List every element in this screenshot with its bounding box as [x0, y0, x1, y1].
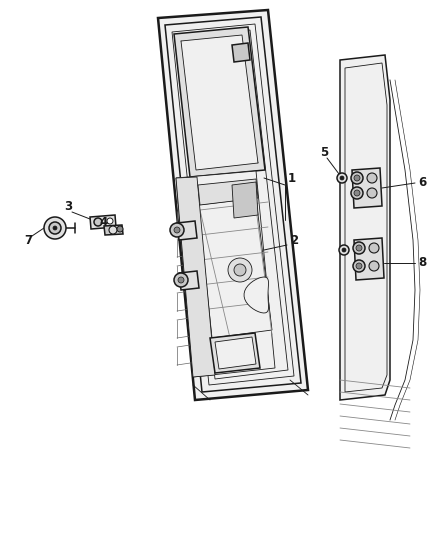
- Circle shape: [94, 218, 102, 226]
- Polygon shape: [176, 177, 215, 377]
- Circle shape: [44, 217, 66, 239]
- Text: 7: 7: [24, 233, 32, 246]
- Polygon shape: [198, 198, 272, 338]
- Circle shape: [178, 277, 184, 283]
- Circle shape: [351, 172, 363, 184]
- Circle shape: [342, 248, 346, 252]
- Circle shape: [340, 176, 344, 180]
- Text: 8: 8: [418, 256, 426, 270]
- Text: 3: 3: [64, 200, 72, 214]
- Polygon shape: [90, 215, 116, 229]
- Circle shape: [356, 263, 362, 269]
- Text: 1: 1: [288, 172, 296, 184]
- Circle shape: [354, 190, 360, 196]
- Circle shape: [367, 173, 377, 183]
- Text: 6: 6: [418, 176, 426, 190]
- Circle shape: [228, 258, 252, 282]
- Polygon shape: [215, 337, 256, 369]
- Text: 4: 4: [100, 216, 108, 230]
- Circle shape: [53, 226, 57, 230]
- Polygon shape: [232, 182, 258, 218]
- Circle shape: [369, 261, 379, 271]
- Circle shape: [174, 273, 188, 287]
- Polygon shape: [176, 171, 275, 377]
- Circle shape: [354, 175, 360, 181]
- Circle shape: [117, 226, 123, 232]
- Text: 5: 5: [320, 147, 328, 159]
- Polygon shape: [158, 10, 308, 400]
- Circle shape: [351, 187, 363, 199]
- Polygon shape: [181, 35, 258, 170]
- Circle shape: [170, 223, 184, 237]
- Circle shape: [353, 242, 365, 254]
- Circle shape: [369, 243, 379, 253]
- Circle shape: [49, 222, 61, 234]
- Polygon shape: [210, 333, 260, 373]
- Polygon shape: [354, 238, 384, 280]
- Polygon shape: [198, 179, 258, 205]
- Circle shape: [339, 245, 349, 255]
- Polygon shape: [244, 277, 268, 313]
- Circle shape: [356, 245, 362, 251]
- Circle shape: [353, 260, 365, 272]
- Polygon shape: [179, 271, 199, 290]
- Polygon shape: [352, 168, 382, 208]
- Text: 2: 2: [290, 233, 298, 246]
- Circle shape: [174, 227, 180, 233]
- Circle shape: [109, 226, 117, 234]
- Polygon shape: [232, 43, 250, 62]
- Polygon shape: [174, 27, 265, 177]
- Circle shape: [337, 173, 347, 183]
- Polygon shape: [340, 55, 390, 400]
- Polygon shape: [104, 225, 123, 235]
- Circle shape: [234, 264, 246, 276]
- Circle shape: [367, 188, 377, 198]
- Polygon shape: [177, 221, 197, 240]
- Circle shape: [107, 218, 113, 224]
